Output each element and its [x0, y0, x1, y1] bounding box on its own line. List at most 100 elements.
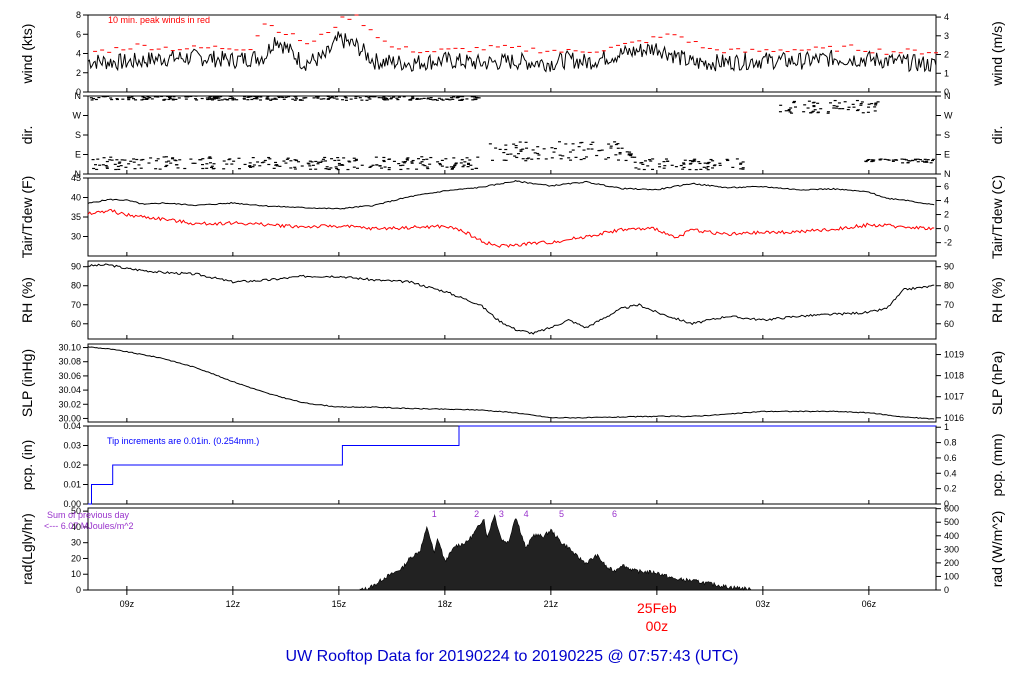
slp-left-tick-label: 30.08	[58, 357, 81, 367]
rh-right-tick-label: 60	[944, 319, 954, 329]
rh-left-tick-label: 70	[71, 300, 81, 310]
wind-right-tick-label: 4	[944, 12, 949, 22]
slp-left-tick-label: 30.02	[58, 399, 81, 409]
temp-left-tick-label: 45	[71, 173, 81, 183]
temp-right-tick-label: -2	[944, 238, 952, 248]
slp-right-tick-label: 1017	[944, 392, 964, 402]
rad-sum-annotation-line2: <--- 6.07 MJoules/m^2	[44, 521, 134, 531]
rad-left-tick-label: 40	[71, 522, 81, 532]
figure-title: UW Rooftop Data for 20190224 to 20190225…	[285, 648, 739, 665]
rad-sum-annotation-line1: Sum of previous day	[47, 510, 130, 520]
rad-left-tick-label: 30	[71, 538, 81, 548]
rh-panel-frame	[87, 260, 937, 340]
wind-panel-frame	[87, 14, 937, 93]
rad-right-tick-label: 600	[944, 504, 959, 514]
rh-left-tick-label: 90	[71, 262, 81, 272]
temp-right-tick-label: 0	[944, 224, 949, 234]
rad-right-tick-label: 0	[944, 585, 949, 595]
dewpoint-line	[87, 208, 935, 248]
dir-right-axis-label: dir.	[989, 126, 1005, 145]
wind-right-tick-label: 3	[944, 31, 949, 41]
slp-right-tick-label: 1018	[944, 371, 964, 381]
dir-left-tick-label: E	[75, 150, 81, 160]
radiation-marker-label: 1	[432, 509, 437, 519]
pcp-left-tick-label: 0.02	[63, 460, 81, 470]
radiation-marker-label: 3	[499, 509, 504, 519]
rh-right-tick-label: 70	[944, 300, 954, 310]
dir-left-axis-label: dir.	[19, 126, 35, 145]
dir-left-tick-label: N	[75, 91, 82, 101]
x-tick-label: 21z	[544, 599, 559, 609]
chart-canvas: 0 2 4 6 80 1 2 3 4 wind (kts) wind (m/s) 10 min. pe…	[19, 10, 1005, 634]
dir-right-tick-label: N	[944, 169, 951, 179]
radiation-marker-label: 4	[524, 509, 529, 519]
slp-right-tick-label: 1016	[944, 413, 964, 423]
rad-right-tick-label: 400	[944, 531, 959, 541]
temp-left-tick-label: 35	[71, 212, 81, 222]
temp-right-tick-label: 4	[944, 195, 949, 205]
rh-right-tick-label: 80	[944, 281, 954, 291]
slp-panel-frame	[87, 343, 937, 423]
pcp-left-tick-label: 0.01	[63, 480, 81, 490]
wind-left-axis-label: wind (kts)	[19, 24, 35, 85]
dir-right-tick-label: S	[944, 130, 950, 140]
sea-level-pressure-line	[87, 346, 935, 420]
relative-humidity-line	[87, 263, 935, 335]
wind-left-tick-label: 4	[76, 49, 81, 59]
rad-right-tick-label: 100	[944, 571, 959, 581]
slp-left-axis-label: SLP (inHg)	[19, 349, 35, 417]
pcp-left-tick-label: 0.04	[63, 421, 81, 431]
wind-right-axis-label: wind (m/s)	[989, 21, 1005, 87]
slp-left-tick-label: 30.04	[58, 385, 81, 395]
wind-left-tick-label: 0	[76, 87, 81, 97]
x-tick-label: 09z	[120, 599, 135, 609]
rh-left-tick-label: 80	[71, 281, 81, 291]
pcp-right-tick-label: 0.6	[944, 453, 957, 463]
rh-left-tick-label: 60	[71, 319, 81, 329]
slp-left-tick-label: 30.00	[58, 413, 81, 423]
wind-right-tick-label: 1	[944, 68, 949, 78]
solar-radiation-area	[359, 514, 753, 591]
x-tick-label: 15z	[332, 599, 347, 609]
dir-left-tick-label: W	[73, 111, 82, 121]
wind-left-tick-label: 6	[76, 29, 81, 39]
rad-right-tick-label: 300	[944, 544, 959, 554]
air-temperature-line	[87, 180, 935, 210]
dir-right-tick-label: E	[944, 150, 950, 160]
rh-right-axis-label: RH (%)	[989, 277, 1005, 323]
rad-left-axis-label: rad(Lgly/hr)	[19, 513, 35, 585]
rad-left-tick-label: 10	[71, 569, 81, 579]
rh-right-tick-label: 90	[944, 262, 954, 272]
wind-right-tick-label: 0	[944, 87, 949, 97]
x-tick-label: 18z	[438, 599, 453, 609]
dir-right-tick-label: W	[944, 111, 953, 121]
temp-right-tick-label: 2	[944, 210, 949, 220]
rh-left-axis-label: RH (%)	[19, 277, 35, 323]
temp-left-tick-label: 40	[71, 193, 81, 203]
wind-speed-line	[87, 31, 937, 73]
temp-right-tick-label: 6	[944, 181, 949, 191]
temp-left-axis-label: Tair/Tdew (F)	[19, 176, 35, 258]
date-label: 25Feb	[637, 600, 677, 616]
x-tick-label: 03z	[756, 599, 771, 609]
pcp-right-tick-label: 0.4	[944, 468, 957, 478]
rad-left-tick-label: 50	[71, 506, 81, 516]
pcp-left-tick-label: 0.00	[63, 499, 81, 509]
radiation-marker-label: 2	[474, 509, 479, 519]
rad-left-tick-label: 0	[76, 585, 81, 595]
pcp-right-axis-label: pcp. (mm)	[989, 434, 1005, 497]
wind-left-tick-label: 2	[76, 68, 81, 78]
rad-right-tick-label: 200	[944, 558, 959, 568]
slp-left-tick-label: 30.10	[58, 343, 81, 353]
pcp-right-tick-label: 0.2	[944, 484, 957, 494]
precip-annotation: Tip increments are 0.01in. (0.254mm.)	[107, 436, 259, 446]
rad-left-tick-label: 20	[71, 553, 81, 563]
dir-left-tick-label: N	[75, 169, 82, 179]
wind-right-tick-label: 2	[944, 50, 949, 60]
pcp-left-tick-label: 0.03	[63, 441, 81, 451]
radiation-marker-label: 5	[559, 509, 564, 519]
wind-peak-annotation: 10 min. peak winds in red	[108, 15, 210, 25]
x-tick-label: 12z	[226, 599, 241, 609]
slp-right-tick-label: 1019	[944, 350, 964, 360]
